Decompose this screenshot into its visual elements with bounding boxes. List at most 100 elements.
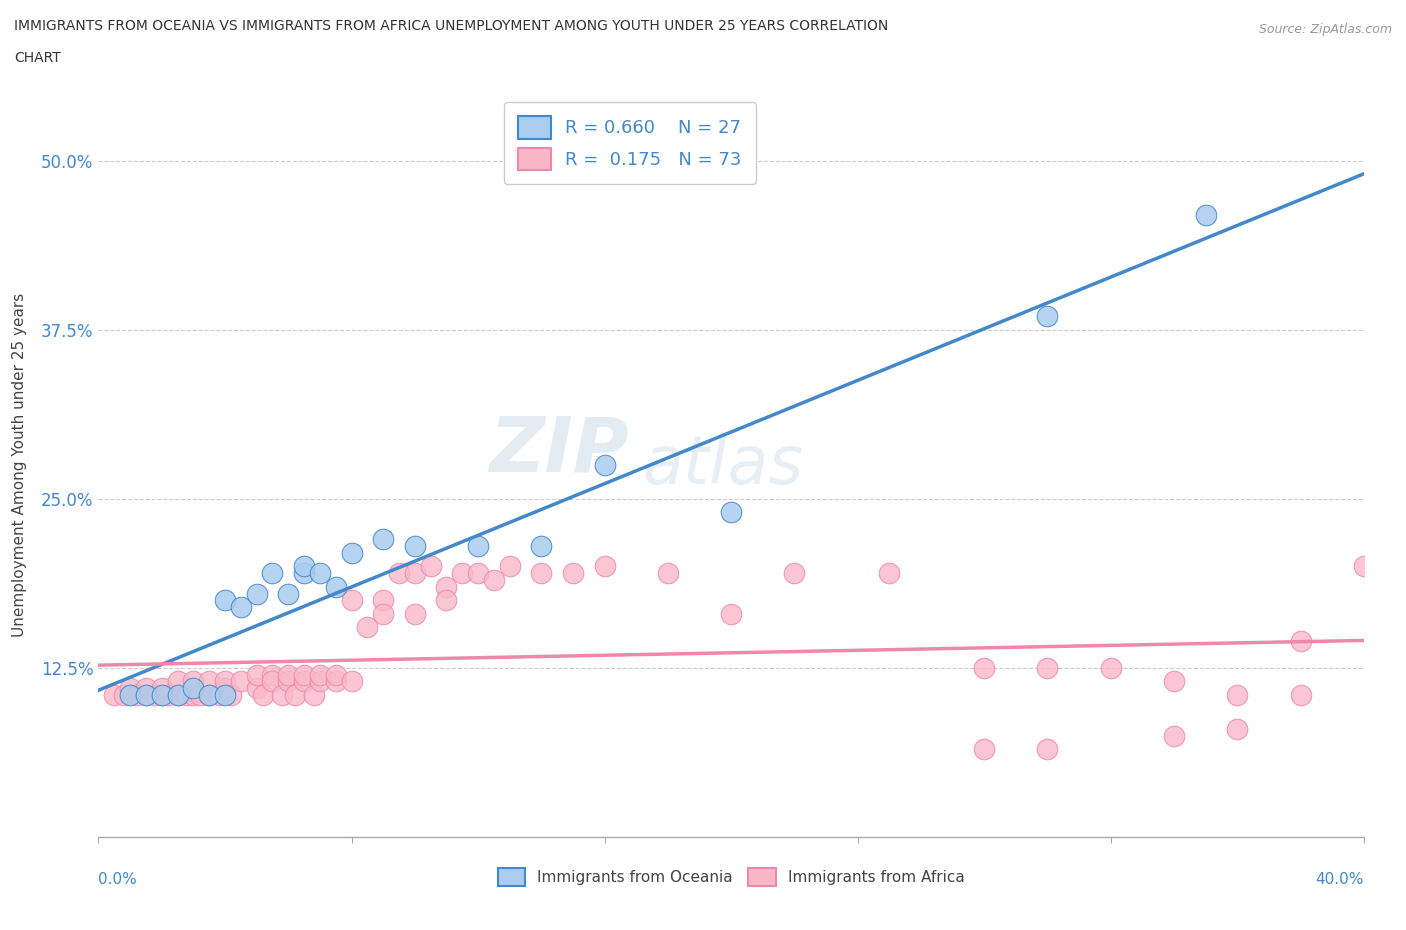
Point	[404, 565, 426, 580]
Point	[246, 586, 269, 601]
Point	[371, 606, 394, 621]
Point	[783, 565, 806, 580]
Point	[214, 681, 236, 696]
Point	[262, 674, 284, 689]
Point	[340, 674, 363, 689]
Point	[404, 538, 426, 553]
Point	[1036, 660, 1059, 675]
Text: 0.0%: 0.0%	[98, 871, 138, 886]
Point	[388, 565, 411, 580]
Point	[720, 505, 742, 520]
Point	[1226, 687, 1249, 702]
Point	[309, 565, 332, 580]
Point	[325, 674, 347, 689]
Point	[214, 687, 236, 702]
Point	[371, 592, 394, 607]
Point	[877, 565, 900, 580]
Point	[292, 559, 315, 574]
Point	[973, 660, 995, 675]
Point	[198, 674, 221, 689]
Point	[112, 687, 135, 702]
Point	[292, 565, 315, 580]
Point	[135, 681, 157, 696]
Point	[292, 667, 315, 682]
Point	[467, 538, 489, 553]
Point	[1289, 633, 1312, 648]
Point	[1163, 728, 1185, 743]
Point	[561, 565, 585, 580]
Point	[1194, 207, 1216, 222]
Point	[309, 667, 332, 682]
Point	[720, 606, 742, 621]
Point	[436, 592, 458, 607]
Point	[198, 687, 221, 702]
Point	[135, 687, 157, 702]
Point	[219, 687, 243, 702]
Point	[404, 606, 426, 621]
Point	[325, 579, 347, 594]
Point	[1036, 741, 1059, 756]
Point	[340, 592, 363, 607]
Point	[277, 586, 299, 601]
Point	[252, 687, 274, 702]
Point	[371, 532, 394, 547]
Point	[246, 681, 269, 696]
Text: 40.0%: 40.0%	[1316, 871, 1364, 886]
Point	[157, 687, 180, 702]
Point	[150, 687, 173, 702]
Point	[198, 687, 221, 702]
Point	[482, 573, 505, 588]
Point	[120, 687, 141, 702]
Point	[150, 687, 173, 702]
Text: Source: ZipAtlas.com: Source: ZipAtlas.com	[1258, 23, 1392, 36]
Point	[1036, 309, 1059, 324]
Point	[183, 681, 205, 696]
Point	[593, 559, 616, 574]
Legend: Immigrants from Oceania, Immigrants from Africa: Immigrants from Oceania, Immigrants from…	[492, 862, 970, 893]
Point	[229, 674, 252, 689]
Point	[183, 687, 205, 702]
Point	[270, 687, 294, 702]
Point	[1099, 660, 1122, 675]
Point	[103, 687, 125, 702]
Point	[183, 674, 205, 689]
Point	[1163, 674, 1185, 689]
Point	[309, 674, 332, 689]
Point	[356, 620, 378, 635]
Point	[229, 600, 252, 615]
Point	[166, 687, 188, 702]
Point	[214, 592, 236, 607]
Point	[340, 546, 363, 561]
Point	[246, 667, 269, 682]
Point	[1353, 559, 1375, 574]
Point	[277, 667, 299, 682]
Point	[451, 565, 474, 580]
Point	[135, 687, 157, 702]
Point	[292, 674, 315, 689]
Point	[530, 565, 553, 580]
Text: ZIP: ZIP	[491, 413, 630, 487]
Point	[125, 687, 148, 702]
Point	[498, 559, 520, 574]
Point	[657, 565, 679, 580]
Point	[467, 565, 489, 580]
Point	[973, 741, 995, 756]
Point	[1289, 687, 1312, 702]
Text: atlas: atlas	[643, 432, 804, 498]
Point	[302, 687, 325, 702]
Point	[1226, 722, 1249, 737]
Point	[214, 674, 236, 689]
Point	[262, 565, 284, 580]
Point	[419, 559, 441, 574]
Point	[150, 681, 173, 696]
Point	[325, 667, 347, 682]
Point	[530, 538, 553, 553]
Point	[176, 687, 198, 702]
Y-axis label: Unemployment Among Youth under 25 years: Unemployment Among Youth under 25 years	[13, 293, 27, 637]
Point	[166, 674, 188, 689]
Point	[277, 674, 299, 689]
Point	[593, 458, 616, 472]
Point	[262, 667, 284, 682]
Point	[208, 687, 231, 702]
Point	[166, 687, 188, 702]
